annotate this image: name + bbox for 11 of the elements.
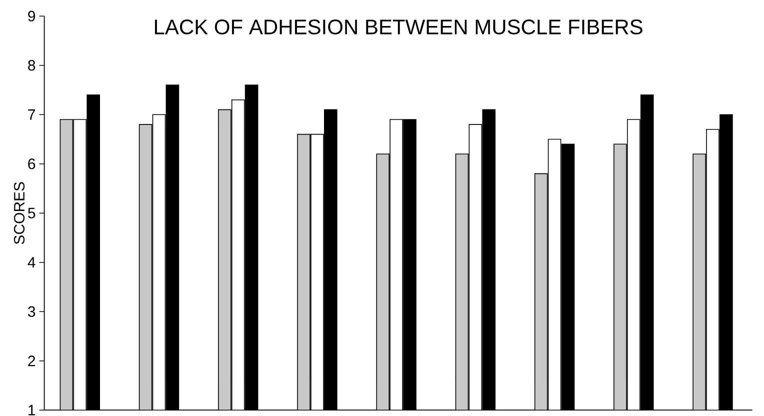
y-tick-label: 3: [28, 306, 36, 317]
y-tick-label: 6: [28, 158, 36, 170]
y-tick-label: 4: [28, 257, 36, 268]
y-tick-label: 8: [28, 60, 36, 71]
y-tick-label: 7: [28, 109, 36, 120]
y-tick-label: 2: [28, 356, 36, 366]
y-tick-label: 1: [28, 404, 36, 416]
y-tick-label: 9: [28, 10, 36, 22]
chart-title: LACK OF ADHESION BETWEEN MUSCLE FIBERS: [154, 20, 642, 34]
y-tick-label: 5: [28, 208, 36, 218]
y-axis-title: SCORES: [14, 182, 25, 244]
